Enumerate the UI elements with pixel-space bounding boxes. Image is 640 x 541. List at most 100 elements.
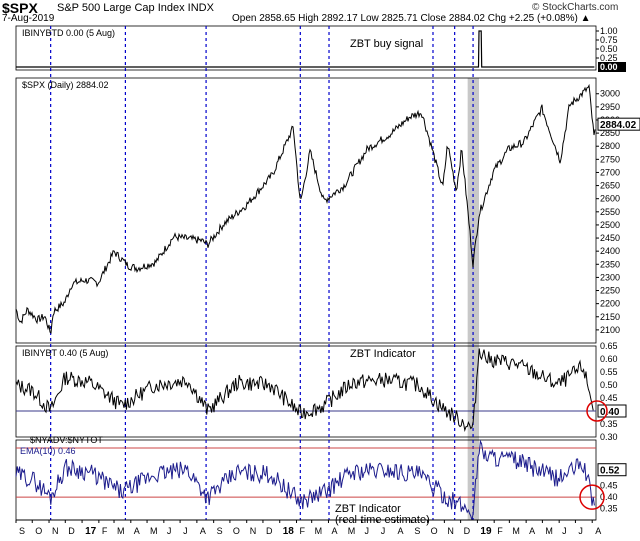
zbt-tick: 0.55 — [600, 367, 618, 377]
x-tick-label: F — [497, 526, 503, 536]
estimate-legend-ratio: $NYADV:$NYTOT — [30, 435, 103, 445]
estimate-tick: 0.40 — [600, 492, 618, 502]
x-tick-label: A — [200, 526, 206, 536]
x-tick-label: A — [529, 526, 535, 536]
zbt-value-box — [597, 404, 627, 418]
x-tick-label: 18 — [283, 526, 295, 537]
zbt-tick: 0.65 — [600, 341, 618, 351]
zbt-indicator-line — [15, 348, 594, 433]
zbt-tick: 0.45 — [600, 393, 618, 403]
x-tick-label: O — [431, 526, 438, 536]
spx-value-label: 2884.02 — [600, 120, 637, 131]
zbt-legend: IBINYBT 0.40 (5 Aug) — [22, 348, 108, 358]
x-tick-label: F — [102, 526, 108, 536]
x-tick-label: O — [35, 526, 42, 536]
x-tick-label: 17 — [85, 526, 97, 537]
ticker-name: S&P 500 Large Cap Index INDX — [57, 2, 214, 14]
spx-tick: 2750 — [600, 154, 620, 164]
ohlc-summary: Open 2858.65 High 2892.17 Low 2825.71 Cl… — [232, 13, 591, 24]
estimate-ema-line — [15, 439, 595, 521]
estimate-value-box — [597, 463, 627, 477]
x-tick-label: J — [381, 526, 386, 536]
x-tick-label: S — [19, 526, 25, 536]
spx-tick: 2350 — [600, 259, 620, 269]
panel-frame-2 — [15, 77, 597, 344]
spx-tick: 2950 — [600, 102, 620, 112]
stockcharts-credit: © StockCharts.com — [532, 2, 619, 13]
x-tick-label: A — [331, 526, 337, 536]
zbt-tick: 0.35 — [600, 419, 618, 429]
x-tick-label: A — [134, 526, 140, 536]
spx-tick: 2650 — [600, 181, 620, 191]
estimate-value-label: 0.52 — [600, 466, 620, 477]
x-tick-label: M — [117, 526, 125, 536]
spx-tick: 2550 — [600, 207, 620, 217]
chart-date: 7-Aug-2019 — [2, 13, 55, 24]
spx-tick: 2800 — [600, 141, 620, 151]
spx-tick: 2400 — [600, 246, 620, 256]
spx-tick: 2300 — [600, 272, 620, 282]
spx-tick: 2600 — [600, 194, 620, 204]
spx-tick: 2250 — [600, 286, 620, 296]
chart-header: $SPX S&P 500 Large Cap Index INDX 7-Aug-… — [0, 0, 640, 24]
x-tick-label: N — [447, 526, 454, 536]
x-tick-label: N — [250, 526, 257, 536]
buy-signal-tick: 0.75 — [600, 35, 618, 45]
x-tick-label: J — [365, 526, 370, 536]
x-tick-label: J — [562, 526, 567, 536]
estimate-tick: 0.35 — [600, 504, 618, 514]
x-tick-label: 19 — [480, 526, 492, 537]
x-tick-label: J — [183, 526, 188, 536]
estimate-title: ZBT Indicator — [335, 503, 401, 515]
spx-tick: 2450 — [600, 233, 620, 243]
spx-tick: 2200 — [600, 299, 620, 309]
buy-signal-tick: 0.25 — [600, 53, 618, 63]
buy-signal-value-label: 0.00 — [600, 62, 618, 72]
x-tick-label: J — [167, 526, 172, 536]
buy-signal-value-box — [598, 62, 626, 72]
buy-signal-tick: 0.50 — [600, 44, 618, 54]
x-tick-label: M — [545, 526, 553, 536]
spx-tick: 2150 — [600, 312, 620, 322]
x-tick-label: A — [398, 526, 404, 536]
estimate-tick: 0.45 — [600, 481, 618, 491]
x-tick-label: S — [414, 526, 420, 536]
x-tick-label: M — [348, 526, 356, 536]
estimate-highlight-circle — [579, 484, 605, 510]
x-tick-label: M — [315, 526, 323, 536]
zbt-value-label: 0.40 — [600, 407, 620, 418]
spx-price-line — [15, 83, 596, 334]
zbt-tick: 0.50 — [600, 380, 618, 390]
x-tick-label: D — [266, 526, 273, 536]
spx-legend: $SPX (Daily) 2884.02 — [22, 80, 109, 90]
x-tick-label: F — [300, 526, 306, 536]
zbt-highlight-circle — [586, 400, 608, 422]
panel-frame-4 — [15, 439, 597, 521]
x-tick-label: N — [52, 526, 59, 536]
panel-frame-3 — [15, 345, 597, 438]
zbt-title: ZBT Indicator — [350, 348, 416, 360]
x-tick-label: D — [464, 526, 471, 536]
x-tick-label: A — [595, 526, 601, 536]
spx-tick: 3000 — [600, 89, 620, 99]
x-tick-label: M — [512, 526, 520, 536]
panel-frame-1 — [15, 25, 597, 71]
spx-tick: 2100 — [600, 325, 620, 335]
spx-tick: 2850 — [600, 128, 620, 138]
zbt-tick: 0.60 — [600, 354, 618, 364]
estimate-legend-ema: EMA(10) 0.46 — [20, 446, 76, 456]
spx-value-box — [597, 117, 640, 131]
x-tick-label: D — [68, 526, 75, 536]
buy-signal-title: ZBT buy signal — [350, 38, 423, 50]
x-tick-label: O — [233, 526, 240, 536]
x-tick-label: M — [150, 526, 158, 536]
buy-signal-line — [16, 30, 595, 68]
x-tick-label: S — [217, 526, 223, 536]
ticker-symbol: $SPX — [2, 0, 38, 16]
buy-signal-tick: 1.00 — [600, 26, 618, 36]
spx-tick: 2700 — [600, 167, 620, 177]
spx-tick: 2500 — [600, 220, 620, 230]
buy-signal-legend: IBINYBTD 0.00 (5 Aug) — [22, 28, 115, 38]
x-tick-label: J — [578, 526, 583, 536]
